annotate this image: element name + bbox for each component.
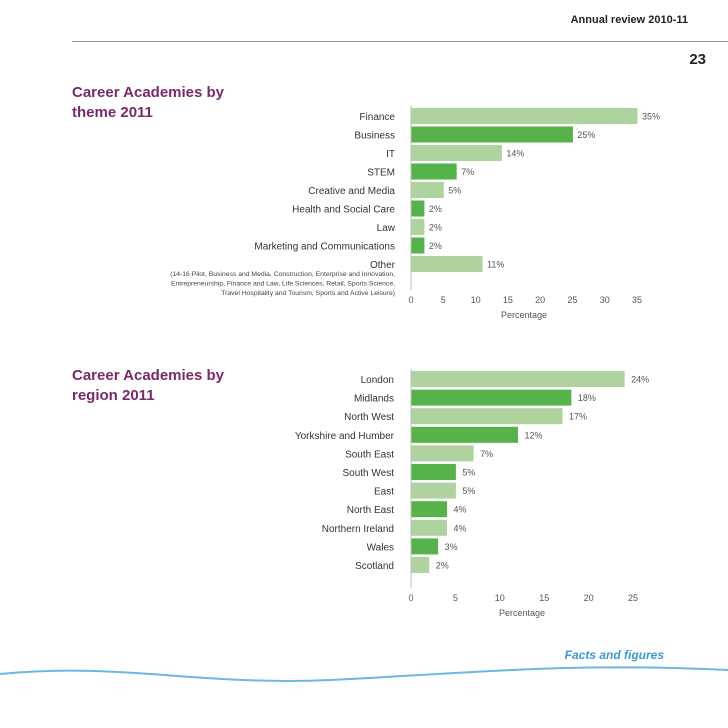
category-label-creative-and-media: Creative and Media [308, 186, 395, 197]
bar-other [411, 256, 483, 272]
category-label-east: East [374, 487, 394, 498]
value-label-midlands: 18% [578, 393, 596, 403]
value-label-scotland: 2% [436, 561, 449, 571]
bar-law [411, 219, 425, 235]
value-label-health-and-social-care: 2% [429, 204, 442, 214]
category-label-business: Business [354, 131, 395, 142]
bar-stem [411, 163, 457, 180]
bar-north-west [411, 408, 563, 425]
x-tick-label: 15 [539, 593, 549, 603]
category-label-midlands: Midlands [354, 394, 394, 405]
page-number: 23 [689, 51, 706, 68]
category-label-north-east: North East [347, 505, 394, 516]
value-label-other: 11% [487, 260, 504, 270]
category-label-wales: Wales [367, 542, 394, 553]
bar-yorkshire-and-humber [411, 426, 519, 443]
category-label-other: Other [370, 260, 396, 271]
category-label-london: London [361, 375, 394, 386]
bar-scotland [411, 557, 430, 573]
x-tick-label: 25 [567, 295, 577, 305]
theme-bar-chart: Finance 35% Business 25% IT 14% STEM 7% Creative… [170, 106, 660, 320]
header-title: Annual review 2010-11 [570, 14, 688, 26]
x-tick-label: 25 [628, 593, 638, 603]
x-tick-label: 15 [503, 295, 513, 305]
category-label-it: IT [386, 149, 395, 160]
value-label-yorkshire-and-humber: 12% [525, 430, 543, 440]
chart-title-region: Career Academies by region 2011 [72, 367, 225, 404]
x-tick-label: 30 [600, 295, 610, 305]
bar-health-and-social-care [411, 200, 425, 217]
x-tick-label: 0 [408, 593, 413, 603]
value-label-creative-and-media: 5% [448, 186, 461, 196]
category-label-marketing-and-communications: Marketing and Communications [254, 242, 395, 253]
value-label-south-east: 7% [480, 449, 493, 459]
bar-wales [411, 538, 439, 555]
value-label-north-east: 4% [454, 505, 467, 515]
value-label-london: 24% [631, 375, 649, 385]
bar-south-east [411, 445, 474, 462]
x-tick-label: 10 [471, 295, 481, 305]
value-label-northern-ireland: 4% [454, 523, 467, 533]
value-label-wales: 3% [445, 542, 458, 552]
bar-south-west [411, 464, 456, 480]
x-tick-label: 35 [632, 295, 642, 305]
x-tick-label: 20 [535, 295, 545, 305]
bar-business [411, 126, 573, 143]
bar-london [411, 371, 625, 387]
category-note-line: Travel Hospitality and Tourism, Sports a… [221, 290, 395, 297]
category-label-scotland: Scotland [355, 561, 394, 572]
header-divider [72, 41, 728, 42]
chart-title-theme: Career Academies by theme 2011 [72, 84, 225, 121]
category-note-line: (14-16 Pilot, Business and Media, Constr… [170, 271, 395, 278]
value-label-stem: 7% [461, 167, 474, 177]
bar-north-east [411, 501, 448, 518]
value-label-it: 14% [506, 149, 524, 159]
bar-northern-ireland [411, 519, 448, 536]
value-label-law: 2% [429, 223, 442, 233]
x-tick-label: 10 [495, 593, 505, 603]
category-label-finance: Finance [359, 112, 395, 123]
bar-finance [411, 108, 638, 124]
category-label-yorkshire-and-humber: Yorkshire and Humber [295, 431, 395, 442]
bar-creative-and-media [411, 182, 444, 198]
footer-wave-line [0, 666, 728, 682]
bar-east [411, 482, 456, 499]
category-note-line: Entrepreneurship, Finance and Law, Life … [171, 281, 395, 288]
bar-midlands [411, 389, 572, 406]
value-label-east: 5% [462, 486, 475, 496]
category-label-northern-ireland: Northern Ireland [322, 524, 394, 535]
x-axis-label: Percentage [499, 608, 545, 618]
category-label-south-east: South East [345, 449, 394, 460]
value-label-north-west: 17% [569, 412, 587, 422]
x-tick-label: 0 [408, 295, 413, 305]
footer-label: Facts and figures [564, 648, 664, 662]
bar-it [411, 145, 502, 161]
category-label-law: Law [377, 223, 396, 234]
bar-marketing-and-communications [411, 237, 425, 254]
value-label-marketing-and-communications: 2% [429, 241, 442, 251]
x-tick-label: 5 [441, 295, 446, 305]
category-label-stem: STEM [367, 168, 395, 179]
value-label-south-west: 5% [462, 468, 475, 478]
x-axis-label: Percentage [501, 310, 547, 320]
x-tick-label: 5 [453, 593, 458, 603]
category-label-south-west: South West [342, 468, 394, 479]
x-tick-label: 20 [584, 593, 594, 603]
category-label-north-west: North West [344, 412, 394, 423]
value-label-finance: 35% [642, 112, 660, 122]
region-bar-chart: London 24% Midlands 18% North West 17% Yorkshi… [295, 369, 649, 618]
category-label-health-and-social-care: Health and Social Care [292, 205, 395, 216]
value-label-business: 25% [577, 130, 595, 140]
